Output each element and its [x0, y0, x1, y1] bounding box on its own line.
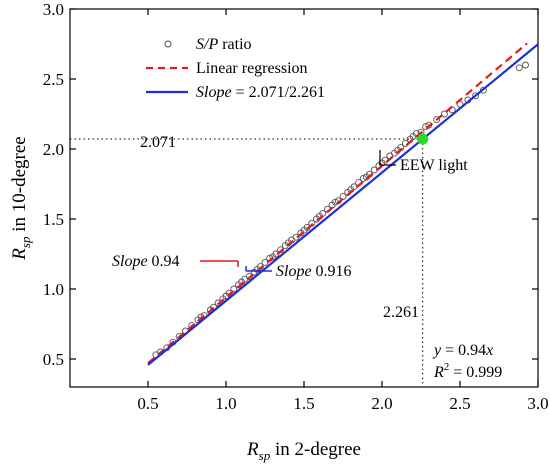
- y-tick-label: 1.0: [43, 280, 64, 299]
- slope-red-value: 0.94: [148, 253, 180, 270]
- scatter-point: [479, 86, 487, 94]
- scatter-point: [440, 110, 448, 118]
- slope-blue-value: 0.916: [312, 263, 352, 280]
- x-title-r: R: [246, 439, 259, 460]
- eq-x: x: [485, 342, 493, 359]
- scatter-point: [292, 233, 300, 241]
- legend-sp-rest: ratio: [218, 36, 251, 53]
- x-axis-title: Rsp in 2-degree: [246, 439, 361, 463]
- legend-scatter-label: S/P ratio: [196, 36, 252, 53]
- legend-sp-italic: S/P: [196, 36, 218, 53]
- y-title-rest: in 10-degree: [9, 136, 30, 236]
- legend-scatter-marker: [164, 40, 172, 48]
- y-tick-label: 0.5: [43, 350, 64, 369]
- reference-lines: [70, 138, 424, 387]
- x-tick-label: 2.5: [449, 394, 470, 413]
- x-tick-label: 1.5: [293, 394, 314, 413]
- legend-regression-label: Linear regression: [196, 60, 308, 77]
- slope-red-annotation: Slope 0.94: [112, 253, 239, 270]
- legend-slope-rest: = 2.071/2.261: [232, 84, 325, 101]
- y-tick-label: 3.0: [43, 0, 64, 19]
- slope-red-text: Slope 0.94: [112, 253, 180, 270]
- eq-r-sup: 2: [444, 361, 450, 373]
- y-title-r: R: [9, 248, 30, 261]
- equation-annotation: y = 0.94x R2 = 0.999: [432, 342, 502, 381]
- slope-red-italic: Slope: [112, 253, 148, 270]
- scatter-point: [515, 64, 523, 72]
- eq-r: R: [433, 364, 444, 381]
- slope-blue-italic: Slope: [276, 263, 312, 280]
- x-tick-label: 3.0: [527, 394, 548, 413]
- x-tick-label: 1.0: [215, 394, 236, 413]
- eq-r-value: = 0.999: [449, 364, 502, 381]
- legend-slope-label: Slope = 2.071/2.261: [196, 84, 325, 101]
- eq-value: = 0.94: [441, 342, 486, 359]
- scatter-point: [433, 116, 441, 124]
- slope-blue-annotation: Slope 0.916: [245, 263, 352, 280]
- y-tick-label: 2.5: [43, 70, 64, 89]
- eq-y: y: [432, 342, 442, 359]
- x-tick-label: 2.0: [371, 394, 392, 413]
- slope-line: [147, 43, 539, 366]
- scatter-point: [522, 61, 529, 69]
- eew-label: EEW light: [400, 157, 468, 174]
- y-title-sub: sp: [18, 236, 33, 248]
- legend: S/P ratio Linear regression Slope = 2.07…: [146, 36, 325, 101]
- x-tick-label: 0.5: [137, 394, 158, 413]
- x-title-rest: in 2-degree: [270, 439, 361, 460]
- slope-blue-text: Slope 0.916: [276, 263, 352, 280]
- y-axis-title: Rsp in 10-degree: [9, 136, 33, 260]
- ref-x-value-label: 2.261: [383, 304, 419, 321]
- equation-line-1: y = 0.94x: [432, 342, 493, 359]
- legend-slope-italic: Slope: [196, 84, 232, 101]
- ref-y-value-label: 2.071: [140, 134, 176, 151]
- y-tick-label: 2.0: [43, 140, 64, 159]
- y-tick-label: 1.5: [43, 210, 64, 229]
- fit-lines: [147, 42, 539, 366]
- scatter-point: [472, 92, 480, 100]
- equation-line-2: R2 = 0.999: [433, 361, 502, 381]
- regression-line: [147, 42, 528, 365]
- x-title-sub: sp: [259, 448, 271, 463]
- axis-ticks: 0.5 1.0 1.5 2.0 2.5 3.0 0.5 1.0 1.5 2.0 2.5 3.0: [43, 0, 549, 413]
- eew-point: [417, 133, 429, 145]
